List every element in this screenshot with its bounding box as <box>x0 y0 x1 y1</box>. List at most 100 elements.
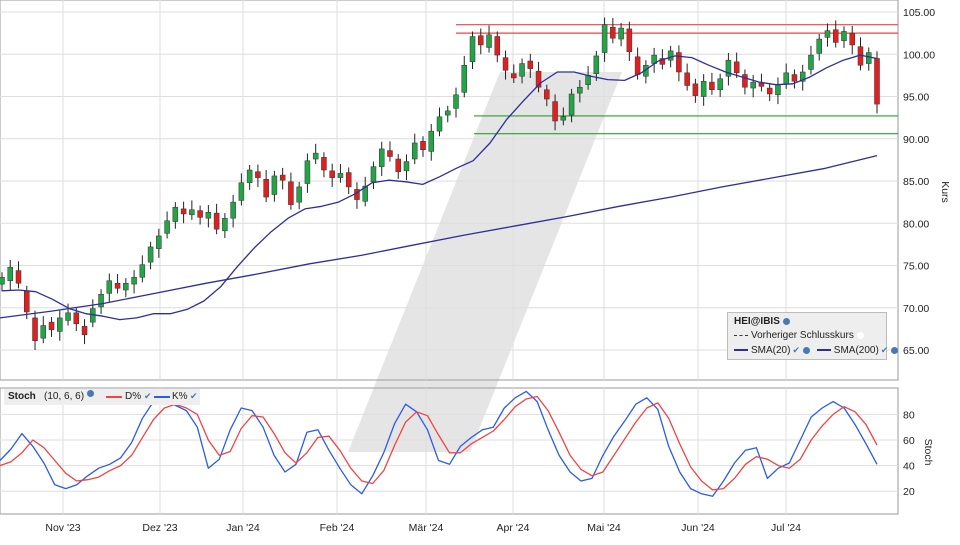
candle-body <box>0 277 5 285</box>
candle-body <box>725 59 732 77</box>
price-tick-label: 70.00 <box>903 303 929 315</box>
sma200-line-icon <box>816 349 831 352</box>
price-tick-label: 90.00 <box>903 134 929 146</box>
candle-body <box>700 81 707 97</box>
candle-body <box>610 26 616 39</box>
check-icon[interactable]: ✔ <box>792 345 800 355</box>
candle-body <box>230 201 236 219</box>
k-line-icon <box>154 396 170 398</box>
candle-body <box>114 282 121 289</box>
candle-body <box>478 35 484 46</box>
candle-body <box>841 31 847 41</box>
check-icon[interactable]: ✔ <box>190 391 198 401</box>
axis-tick-labels: Nov '23 Dez '23 Jan '24 Feb '24 Mär '24 Apr '… <box>45 7 935 534</box>
candle-body <box>24 290 30 313</box>
x-tick-label: Mär '24 <box>409 522 444 534</box>
price-tick-label: 80.00 <box>903 218 929 230</box>
candle-body <box>849 32 855 46</box>
candle-body <box>766 87 773 95</box>
price-tick-label: 75.00 <box>903 261 929 273</box>
x-tick-label: Jun '24 <box>681 522 715 534</box>
candle-body <box>742 74 748 88</box>
watermark-logo <box>348 72 622 452</box>
candle-body <box>511 73 517 79</box>
candle-body <box>552 101 558 122</box>
candle-body <box>775 84 781 96</box>
candle-body <box>378 148 385 167</box>
candle-body <box>758 82 765 87</box>
candle-body <box>345 172 352 188</box>
price-tick-label: 65.00 <box>903 345 929 357</box>
candle-body <box>57 317 63 332</box>
candle-body <box>585 75 591 85</box>
settings-icon[interactable] <box>891 346 899 354</box>
candle-body <box>816 38 822 54</box>
legend-symbol: HEI@IBIS <box>734 316 780 327</box>
candle-body <box>312 152 319 160</box>
candle-body <box>469 36 476 63</box>
stoch-axis-label: Stoch <box>922 439 934 466</box>
price-panel-frame <box>0 0 899 381</box>
candle-body <box>321 157 327 171</box>
candle-body <box>626 28 633 52</box>
candle-body <box>172 206 179 222</box>
x-tick-label: Mai '24 <box>587 522 621 534</box>
x-tick-label: Nov '23 <box>45 522 80 534</box>
candle-body <box>213 212 220 230</box>
candle-body <box>519 63 525 77</box>
candle-body <box>205 212 212 219</box>
candle-body <box>461 64 468 93</box>
candle-body <box>634 56 641 75</box>
candlestick-series <box>0 17 880 350</box>
candle-body <box>445 110 451 116</box>
candle-body <box>832 29 839 43</box>
stoch-k-line <box>0 390 878 497</box>
settings-icon[interactable] <box>782 317 790 325</box>
candle-body <box>560 116 567 121</box>
candle-body <box>81 326 88 336</box>
candle-body <box>676 52 682 73</box>
candle-body <box>733 61 740 74</box>
stoch-tick-label: 40 <box>903 461 915 473</box>
candle-body <box>40 325 47 339</box>
candle-body <box>709 81 715 90</box>
candle-body <box>164 220 170 234</box>
candle-body <box>750 81 756 89</box>
candle-body <box>271 175 278 195</box>
x-tick-label: Jul '24 <box>771 522 801 534</box>
settings-icon[interactable] <box>87 390 94 397</box>
candle-body <box>420 141 426 150</box>
check-icon[interactable]: ✔ <box>144 391 152 401</box>
candle-body <box>486 34 492 48</box>
toggle-icon[interactable] <box>856 331 864 339</box>
candle-body <box>296 186 302 203</box>
candle-body <box>387 150 393 157</box>
settings-icon[interactable] <box>803 346 810 354</box>
candle-body <box>808 54 814 70</box>
candle-body <box>436 116 443 132</box>
price-legend[interactable]: HEI@IBIS Vorheriger Schlusskurs SMA(20) ✔… <box>727 312 899 360</box>
candle-body <box>48 321 55 330</box>
candle-body <box>329 170 335 178</box>
candle-body <box>304 160 311 184</box>
candle-body <box>189 209 195 216</box>
candle-body <box>403 161 410 172</box>
candle-body <box>783 72 789 85</box>
stoch-panel-frame <box>0 387 899 515</box>
legend-prev-close: Vorheriger Schlusskurs <box>751 330 854 341</box>
candle-body <box>123 282 129 291</box>
candle-body <box>502 57 509 71</box>
x-tick-label: Dez '23 <box>142 522 177 534</box>
candle-body <box>568 93 575 116</box>
legend-symbol-row: HEI@IBIS <box>734 315 790 329</box>
legend-prev-close-row: Vorheriger Schlusskurs <box>734 329 864 343</box>
x-tick-label: Jan '24 <box>226 522 260 534</box>
candle-body <box>98 293 104 308</box>
candle-body <box>255 171 261 178</box>
stoch-legend[interactable]: Stoch (10, 6, 6) D% ✔ K% ✔ <box>4 389 200 405</box>
candle-body <box>73 312 80 325</box>
dashed-line-icon <box>734 334 748 336</box>
check-icon[interactable]: ✔ <box>880 345 889 355</box>
candle-body <box>411 142 418 160</box>
